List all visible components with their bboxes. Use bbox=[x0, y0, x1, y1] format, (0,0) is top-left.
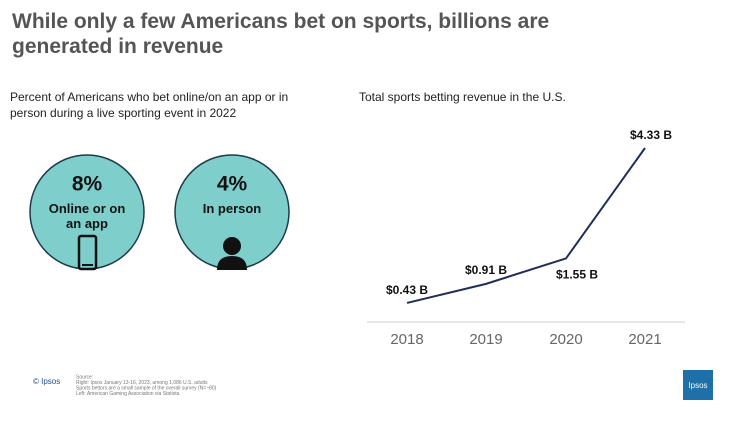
value-label: $1.55 B bbox=[556, 268, 598, 282]
right-subtitle: Total sports betting revenue in the U.S. bbox=[359, 90, 566, 104]
stat-label: In person bbox=[202, 201, 262, 216]
revenue-line bbox=[406, 147, 646, 304]
stat-label-box: In person bbox=[202, 201, 262, 216]
slide-title-line2: generated in revenue bbox=[12, 35, 223, 58]
x-tick-label: 2021 bbox=[628, 331, 661, 348]
logo-box bbox=[683, 370, 713, 400]
stat-value: 8% bbox=[72, 173, 103, 196]
source-line: Sports bettors are a small sample of the… bbox=[76, 385, 217, 391]
stat-label-box: Online or on an app bbox=[48, 201, 126, 231]
phone-icon bbox=[77, 234, 98, 271]
source-line: Source: bbox=[76, 374, 93, 380]
slide-title-text: While only a few Americans bet on sports… bbox=[12, 10, 549, 33]
value-label: $0.43 B bbox=[386, 283, 428, 297]
source-notes: Source:Right: Ipsos January 13-16, 2023,… bbox=[76, 374, 217, 397]
slide-title-text: generated in revenue bbox=[12, 35, 223, 58]
logo-text: Ipsos bbox=[688, 381, 707, 390]
source-line: Left: American Gaming Association via St… bbox=[76, 391, 180, 397]
stat-value: 4% bbox=[217, 173, 248, 196]
x-tick-label: 2018 bbox=[390, 331, 423, 348]
x-tick-label: 2020 bbox=[549, 331, 582, 348]
footer-brand: © Ipsos bbox=[33, 377, 60, 386]
source-line: Right: Ipsos January 13-16, 2023, among … bbox=[76, 380, 208, 386]
stat-label: Online or on an app bbox=[48, 201, 126, 231]
x-tick-label: 2019 bbox=[469, 331, 502, 348]
person-icon bbox=[217, 237, 247, 270]
value-label: $4.33 B bbox=[630, 128, 672, 142]
left-subtitle: Percent of Americans who bet online/on a… bbox=[10, 90, 289, 120]
left-subtitle-box: Percent of Americans who bet online/on a… bbox=[10, 90, 289, 120]
value-label: $0.91 B bbox=[465, 263, 507, 277]
slide-title: While only a few Americans bet on sports… bbox=[12, 10, 549, 33]
brand: Ipsos bbox=[41, 377, 60, 386]
